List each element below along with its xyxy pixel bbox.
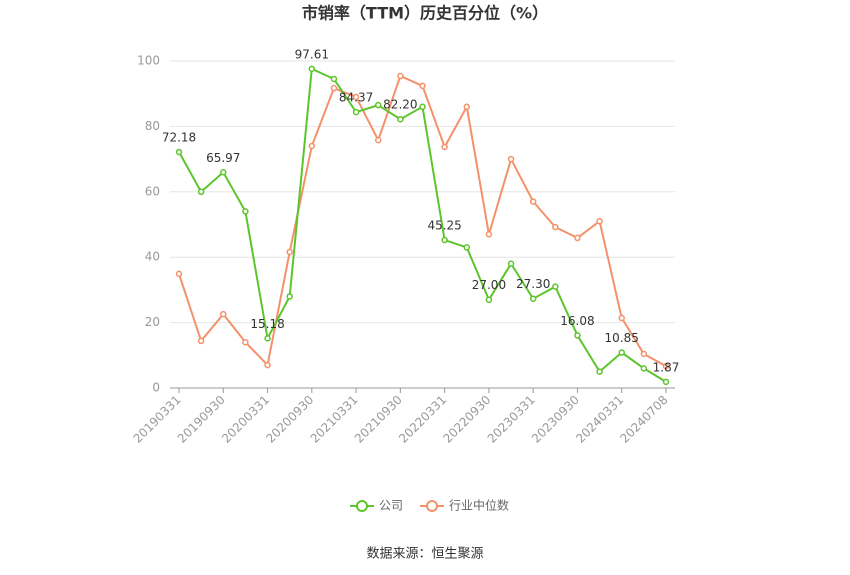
- y-tick-label: 0: [152, 381, 160, 395]
- data-label: 45.25: [427, 219, 461, 233]
- legend-marker: [426, 500, 438, 512]
- point: [220, 169, 227, 176]
- point: [220, 310, 227, 318]
- point: [441, 236, 448, 244]
- point: [662, 362, 670, 370]
- point: [507, 155, 515, 163]
- point: [197, 188, 205, 196]
- point: [441, 143, 448, 151]
- point: [596, 368, 603, 375]
- data-label: 65.97: [206, 151, 240, 165]
- point: [397, 115, 404, 123]
- x-tick-label: 20240708: [618, 393, 671, 446]
- point: [618, 314, 625, 322]
- point: [419, 82, 426, 90]
- point: [374, 101, 382, 109]
- point: [485, 296, 493, 303]
- point: [374, 136, 382, 144]
- y-tick-label: 80: [145, 119, 160, 133]
- point: [352, 93, 360, 101]
- source: 数据来源：恒生聚源: [366, 547, 483, 562]
- point: [242, 338, 249, 346]
- point: [264, 361, 271, 369]
- point: [529, 295, 537, 302]
- data-label: 27.00: [472, 278, 506, 292]
- data-label: 15.18: [250, 317, 284, 331]
- point: [574, 234, 581, 242]
- y-tick-label: 60: [145, 184, 160, 198]
- chart-title: 市销率（TTM）历史百分位（%）: [302, 4, 548, 23]
- point: [618, 349, 625, 356]
- point: [529, 198, 537, 205]
- point: [352, 108, 360, 116]
- point: [596, 217, 603, 225]
- point: [197, 337, 205, 345]
- data-label: 72.18: [162, 130, 196, 144]
- point: [640, 350, 648, 358]
- data-label: 1.87: [653, 360, 680, 374]
- point: [175, 148, 183, 156]
- point: [419, 103, 426, 111]
- point: [463, 244, 471, 251]
- point: [552, 283, 559, 290]
- data-label: 27.30: [516, 277, 550, 291]
- point: [175, 270, 183, 278]
- point: [308, 65, 316, 73]
- point: [330, 75, 338, 83]
- data-label: 10.85: [605, 331, 639, 345]
- point: [463, 103, 471, 111]
- point: [242, 208, 249, 215]
- point: [507, 260, 515, 267]
- legend-label: 行业中位数: [449, 498, 509, 513]
- data-label: 16.08: [560, 314, 594, 328]
- legend-marker: [356, 500, 368, 512]
- point: [640, 365, 648, 372]
- point: [574, 332, 581, 339]
- y-tick-label: 100: [137, 54, 160, 68]
- data-label: 97.61: [295, 47, 329, 61]
- data-label: 84.37: [339, 91, 373, 105]
- legend-label: 公司: [379, 499, 403, 513]
- point: [662, 378, 670, 386]
- point: [552, 223, 559, 231]
- data-label: 82.20: [383, 98, 417, 112]
- point: [286, 293, 293, 300]
- point: [397, 72, 404, 80]
- point: [264, 335, 271, 342]
- point: [485, 231, 493, 238]
- y-tick-label: 20: [145, 315, 160, 329]
- point: [286, 248, 293, 256]
- point: [308, 142, 316, 150]
- y-tick-label: 40: [145, 250, 160, 264]
- point: [330, 84, 338, 92]
